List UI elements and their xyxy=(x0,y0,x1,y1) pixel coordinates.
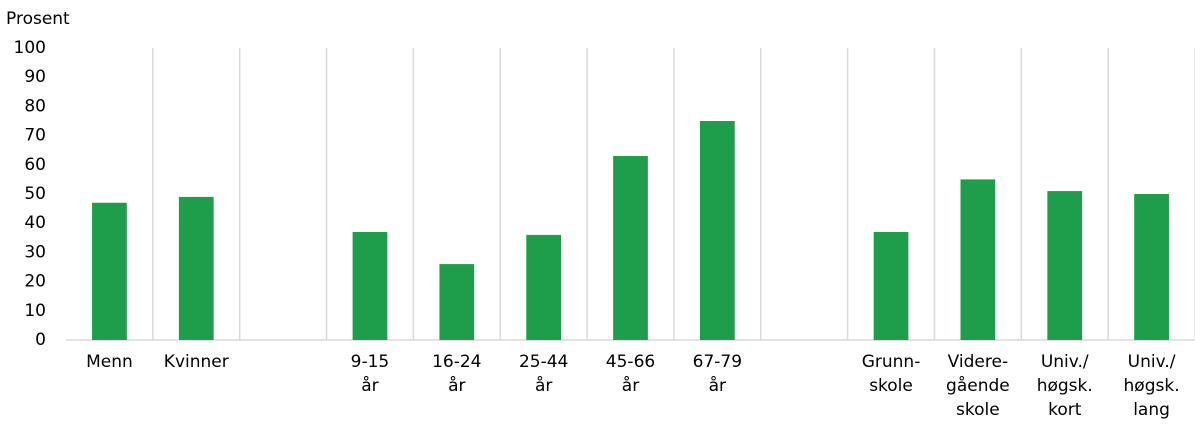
x-tick-label-line: Grunn- xyxy=(862,352,921,372)
y-tick-label: 70 xyxy=(24,126,46,146)
x-tick-label: Grunn-skole xyxy=(862,352,921,396)
x-tick-label-line: år xyxy=(622,375,639,396)
y-tick-label: 20 xyxy=(24,272,46,292)
x-tick-label: Menn xyxy=(86,352,133,372)
x-tick-label-line: skole xyxy=(956,400,1000,420)
x-tick-label-line: Videre- xyxy=(948,352,1008,372)
y-axis-label: Prosent xyxy=(6,9,70,29)
x-tick-label-line: gående xyxy=(946,375,1010,396)
x-tick-label-line: år xyxy=(448,375,465,396)
x-tick-label-line: 67-79 xyxy=(693,352,742,372)
y-tick-label: 50 xyxy=(24,184,46,204)
x-tick-label: Kvinner xyxy=(164,352,229,372)
x-tick-label-line: Kvinner xyxy=(164,352,229,372)
bar xyxy=(526,234,562,340)
x-tick-label: 45-66 år xyxy=(606,352,655,396)
bar xyxy=(352,231,388,340)
x-tick-label-line: lang xyxy=(1133,400,1170,420)
x-tick-label-line: høgsk. xyxy=(1037,376,1093,396)
x-tick-label-line: år xyxy=(361,375,378,396)
y-tick-label: 0 xyxy=(35,330,46,350)
x-tick-label-line: Univ./ xyxy=(1128,352,1176,372)
y-tick-label: 80 xyxy=(24,96,46,116)
y-tick-label: 30 xyxy=(24,242,46,262)
x-tick-label-line: 25-44 xyxy=(519,352,568,372)
x-tick-label-line: 9-15 xyxy=(351,352,390,372)
bar xyxy=(613,156,648,340)
bar xyxy=(960,179,996,340)
y-tick-label: 60 xyxy=(24,155,46,175)
bar xyxy=(1134,194,1169,340)
y-tick-label: 40 xyxy=(24,213,46,233)
y-tick-label: 90 xyxy=(24,67,46,87)
x-tick-label-line: kort xyxy=(1048,400,1082,420)
x-tick-label-line: 16-24 xyxy=(432,352,481,372)
bar xyxy=(1047,191,1083,340)
bar xyxy=(178,196,214,340)
x-tick-label: 25-44 år xyxy=(519,352,568,396)
bar xyxy=(92,202,127,340)
x-tick-label-line: skole xyxy=(869,376,913,396)
x-tick-label-line: Menn xyxy=(86,352,133,372)
x-tick-label-line: år xyxy=(535,375,552,396)
y-tick-label: 100 xyxy=(14,38,46,58)
x-tick-label-line: 45-66 xyxy=(606,352,655,372)
bar xyxy=(873,231,909,340)
x-tick-label: Videre-gående skole xyxy=(946,352,1010,420)
x-tick-label: 16-24 år xyxy=(432,352,481,396)
bar xyxy=(699,121,735,340)
bar xyxy=(439,264,475,340)
x-tick-label: 67-79 år xyxy=(693,352,742,396)
x-tick-label: 9-15 år xyxy=(351,352,390,396)
y-tick-label: 10 xyxy=(24,301,46,321)
x-tick-label-line: Univ./ xyxy=(1041,352,1089,372)
x-tick-label: Univ./ høgsk. lang xyxy=(1124,352,1180,420)
x-tick-label-line: år xyxy=(709,375,726,396)
x-tick-label-line: høgsk. xyxy=(1124,376,1180,396)
x-tick-label: Univ./ høgsk. kort xyxy=(1037,352,1093,420)
